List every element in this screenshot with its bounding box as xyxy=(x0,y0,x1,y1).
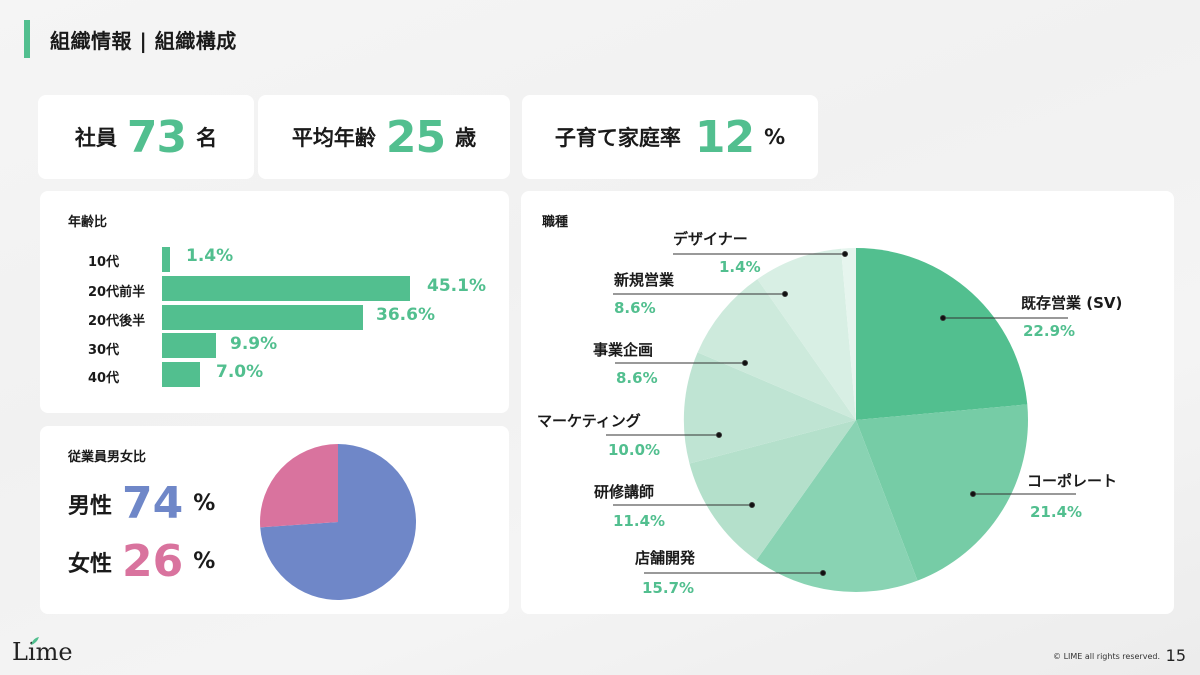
bar-value: 9.9% xyxy=(230,334,278,354)
leader-lines xyxy=(606,251,1076,576)
logo-text: Lime xyxy=(12,638,73,666)
copyright-text: © LIME all rights reserved. xyxy=(1053,652,1160,661)
pie-label-store-development: 店舗開発 xyxy=(635,549,696,567)
pie-slice-training-instructor xyxy=(689,420,856,561)
pie-label-corporate: コーポレート xyxy=(1027,472,1118,490)
job-type-pie-chart xyxy=(606,248,1076,592)
stat-label: 子育て家庭率 xyxy=(554,126,681,150)
page-number: 15 xyxy=(1165,646,1186,665)
stat-value: 12 xyxy=(694,111,755,163)
gender-label: 男性 xyxy=(68,493,113,519)
stat-unit: % xyxy=(764,125,786,149)
gender-unit: % xyxy=(193,491,216,516)
pie-label-designer: デザイナー xyxy=(673,230,748,248)
bar-label: 40代 xyxy=(88,371,120,386)
pie-slice-existing-sales xyxy=(856,248,1028,420)
gender-label: 女性 xyxy=(68,551,113,577)
stat-value: 25 xyxy=(385,111,446,163)
pie-slice-store-development xyxy=(756,420,918,592)
stat-card-parenting-rate: 子育て家庭率 12 % xyxy=(522,95,818,179)
pie-value-designer: 1.4% xyxy=(719,258,761,276)
pie-label-training-instructor: 研修講師 xyxy=(594,483,655,501)
bar-value: 36.6% xyxy=(376,305,435,325)
pie-value-store-development: 15.7% xyxy=(642,579,695,597)
bar-early-20s xyxy=(162,276,410,301)
bar-label: 30代 xyxy=(88,343,120,358)
gender-row-male: 男性 74 % xyxy=(68,478,215,529)
gender-row-female: 女性 26 % xyxy=(68,536,215,587)
pie-value-existing-sales: 22.9% xyxy=(1023,322,1076,340)
bar-value: 45.1% xyxy=(427,276,486,296)
stat-label: 社員 xyxy=(74,126,117,150)
lime-logo: Lime xyxy=(12,637,73,666)
pie-label-new-sales: 新規営業 xyxy=(614,271,675,289)
pie-label-business-planning: 事業企画 xyxy=(593,341,654,359)
bar-value: 7.0% xyxy=(216,362,264,382)
bar-label: 10代 xyxy=(88,255,120,270)
gender-unit: % xyxy=(193,549,216,574)
job-type-title: 職種 xyxy=(542,215,569,230)
pie-label-marketing: マーケティング xyxy=(537,412,641,430)
pie-slice-male xyxy=(260,444,417,600)
pie-slice-female xyxy=(260,444,338,528)
pie-slice-designer xyxy=(841,248,856,420)
gender-value-female: 26 xyxy=(122,536,184,587)
stat-label: 平均年齢 xyxy=(291,126,376,150)
stat-value: 73 xyxy=(126,111,187,163)
pie-value-business-planning: 8.6% xyxy=(616,369,658,387)
pie-slice-marketing xyxy=(683,352,856,464)
pie-slice-business-planning xyxy=(697,279,856,420)
stat-unit: 名 xyxy=(196,126,218,150)
stat-unit: 歳 xyxy=(455,126,477,150)
pie-slices xyxy=(683,248,1029,592)
pie-slice-corporate xyxy=(856,404,1029,581)
bar-10s xyxy=(162,247,170,272)
bar-30s xyxy=(162,333,216,358)
bar-value: 1.4% xyxy=(186,246,234,266)
gender-ratio-card: 従業員男女比 男性 74 % 女性 26 % xyxy=(40,426,509,614)
pie-value-new-sales: 8.6% xyxy=(614,299,656,317)
pie-label-existing-sales: 既存営業 (SV) xyxy=(1021,294,1123,312)
stat-card-average-age: 平均年齢 25 歳 xyxy=(258,95,510,179)
age-ratio-title: 年齢比 xyxy=(68,215,108,230)
leaf-icon xyxy=(31,637,39,645)
bar-label: 20代前半 xyxy=(88,285,146,300)
gender-ratio-title: 従業員男女比 xyxy=(68,450,147,465)
bar-label: 20代後半 xyxy=(88,314,146,329)
age-ratio-card: 年齢比 10代 1.4% 20代前半 45.1% 20代後半 36.6% 30代… xyxy=(40,191,509,413)
page-title: 組織情報 | 組織構成 xyxy=(50,28,237,53)
title-bar: 組織情報 | 組織構成 xyxy=(24,20,237,58)
gender-pie-chart xyxy=(260,444,417,600)
bar-40s xyxy=(162,362,200,387)
pie-slice-new-sales xyxy=(757,248,856,420)
gender-value-male: 74 xyxy=(122,478,184,529)
title-accent-bar xyxy=(24,20,30,58)
pie-value-training-instructor: 11.4% xyxy=(613,512,666,530)
pie-value-marketing: 10.0% xyxy=(608,441,661,459)
stat-card-employees: 社員 73 名 xyxy=(38,95,254,179)
job-type-card: 職種 既存営業 (SV) 22.9% コーポレート 21.4% 店舗開発 15.… xyxy=(521,191,1174,614)
pie-value-corporate: 21.4% xyxy=(1030,503,1083,521)
bar-late-20s xyxy=(162,305,363,330)
